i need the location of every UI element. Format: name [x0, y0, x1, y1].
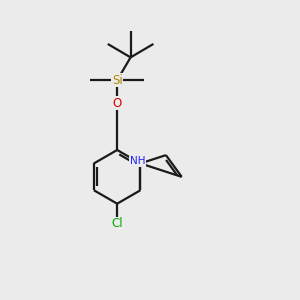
- Text: Cl: Cl: [111, 217, 123, 230]
- Text: Si: Si: [112, 74, 122, 87]
- Text: NH: NH: [130, 156, 145, 166]
- Text: O: O: [112, 97, 122, 110]
